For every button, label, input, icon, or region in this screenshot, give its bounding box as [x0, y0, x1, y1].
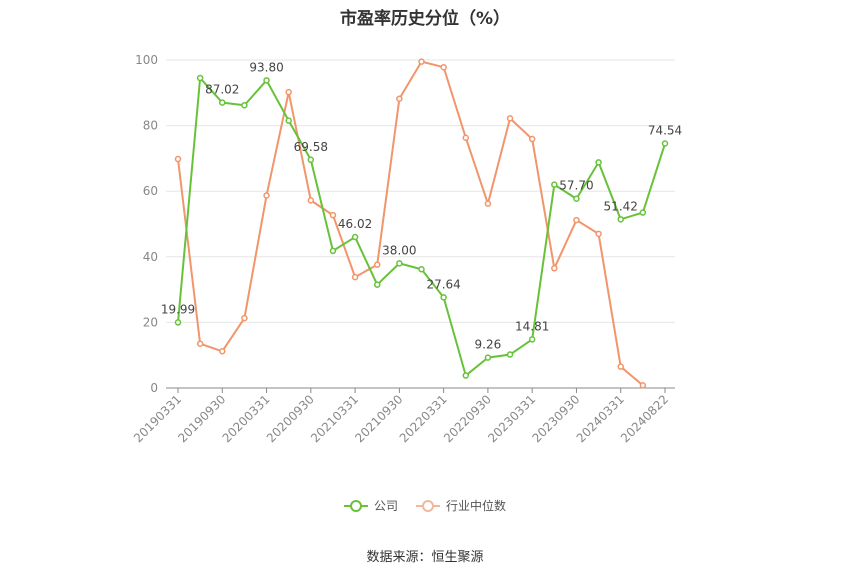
data-label: 93.80 — [249, 60, 283, 74]
company-data-point — [462, 372, 470, 379]
y-tick-label: 60 — [143, 184, 158, 198]
data-label: 74.54 — [648, 124, 682, 138]
data-source-note: 数据来源：恒生聚源 — [366, 550, 484, 565]
x-tick-label: 20240822 — [618, 392, 671, 445]
company-series-line — [177, 77, 666, 377]
company-data-point — [329, 247, 337, 255]
industry-median-data-point — [307, 197, 315, 204]
company-data-point — [573, 195, 580, 202]
company-data-point — [661, 140, 669, 147]
company-data-point — [241, 102, 248, 109]
industry-median-data-point — [329, 211, 337, 219]
industry-median-data-point — [396, 95, 403, 102]
company-data-point — [219, 99, 226, 106]
legend-item-industry-median[interactable]: 行业中位数 — [416, 497, 506, 514]
industry-median-data-point — [351, 273, 359, 281]
company-data-point — [484, 354, 492, 361]
company-data-point — [351, 233, 359, 241]
legend-label-industry-median: 行业中位数 — [446, 499, 507, 513]
company-data-point — [418, 266, 425, 273]
data-label: 14.81 — [515, 319, 549, 333]
company-data-point — [396, 260, 403, 267]
company-data-point — [307, 156, 315, 164]
company-data-point — [373, 281, 381, 288]
company-data-point — [551, 181, 558, 188]
company-data-point — [174, 319, 182, 326]
data-label: 51.42 — [604, 199, 638, 213]
industry-median-data-point — [263, 192, 270, 199]
industry-median-data-point — [241, 314, 248, 322]
industry-median-data-point — [373, 261, 381, 268]
industry-median-data-point — [484, 200, 492, 207]
legend-label-company: 公司 — [373, 499, 398, 513]
y-tick-label: 80 — [143, 119, 158, 133]
chart-title: 市盈率历史分位（%） — [339, 9, 511, 29]
company-data-point — [528, 336, 536, 343]
industry-median-data-point — [440, 63, 447, 71]
y-tick-label: 20 — [143, 315, 158, 329]
industry-median-data-point — [595, 230, 602, 238]
industry-median-data-point — [196, 340, 204, 347]
company-data-point — [285, 117, 292, 124]
industry-median-data-point — [418, 58, 425, 65]
data-label: 69.58 — [294, 140, 328, 154]
company-data-point — [440, 294, 447, 301]
company-data-point — [196, 74, 204, 82]
data-label: 38.00 — [382, 243, 416, 257]
industry-median-data-point — [617, 363, 624, 370]
company-data-point — [595, 159, 602, 166]
industry-median-data-point — [639, 382, 647, 389]
data-label: 87.02 — [205, 83, 239, 97]
data-label: 27.64 — [426, 277, 460, 291]
legend-swatch-company — [343, 499, 368, 512]
data-label: 46.02 — [338, 217, 372, 231]
chart-legend: 公司 行业中位数 — [0, 497, 850, 514]
industry-median-data-point — [219, 348, 226, 355]
legend-swatch-industry-median — [416, 499, 440, 512]
industry-median-data-point — [551, 265, 558, 272]
data-label: 19.99 — [161, 302, 195, 316]
y-tick-label: 100 — [135, 53, 158, 67]
data-label: 57.70 — [559, 179, 593, 193]
industry-median-data-point — [462, 134, 470, 141]
company-data-point — [506, 351, 514, 358]
company-data-point — [639, 209, 647, 216]
industry-median-series-line — [177, 60, 644, 387]
company-data-point — [263, 77, 270, 84]
industry-median-data-point — [285, 88, 292, 96]
legend-item-company[interactable]: 公司 — [343, 497, 398, 514]
industry-median-data-point — [528, 135, 536, 143]
company-data-point — [617, 216, 624, 223]
industry-median-data-point — [174, 155, 182, 163]
data-label: 9.26 — [475, 338, 502, 352]
industry-median-data-point — [506, 115, 514, 122]
y-tick-label: 40 — [143, 250, 158, 264]
industry-median-data-point — [573, 216, 580, 224]
y-tick-label: 0 — [150, 381, 158, 395]
